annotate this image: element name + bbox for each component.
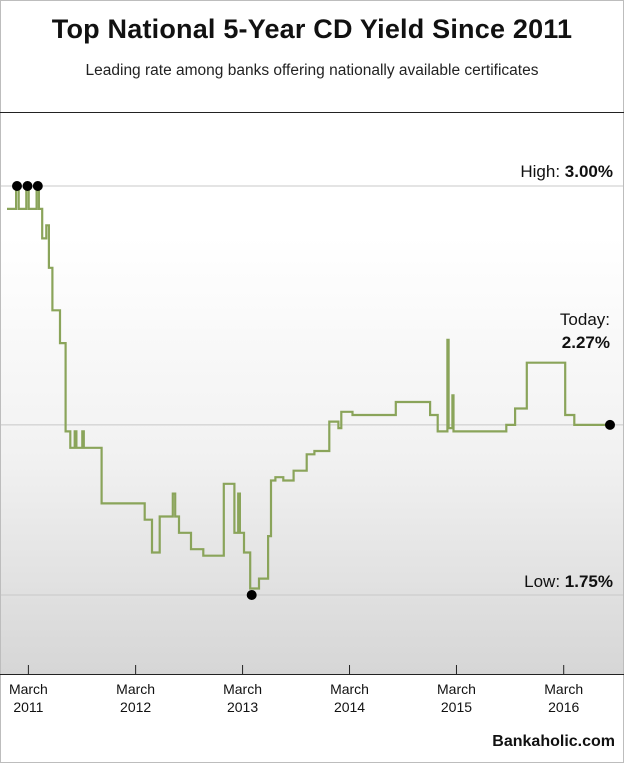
high-annotation: High: 3.00% bbox=[520, 162, 613, 182]
x-tick-year: 2014 bbox=[333, 699, 366, 715]
x-tick-label-4: March 2014 bbox=[315, 680, 385, 716]
markers bbox=[12, 181, 615, 600]
low-value: 1.75% bbox=[564, 572, 613, 591]
x-tick-label-3: March 2013 bbox=[208, 680, 278, 716]
chart-title: Top National 5-Year CD Yield Since 2011 bbox=[51, 14, 573, 44]
data-marker-2 bbox=[22, 181, 33, 191]
data-marker-5 bbox=[605, 419, 615, 430]
top-divider bbox=[0, 112, 624, 113]
gridlines bbox=[1, 185, 623, 596]
x-tick-year: 2012 bbox=[120, 699, 152, 715]
high-label: High: bbox=[520, 162, 561, 181]
source-credit: Bankaholic.com bbox=[492, 733, 615, 750]
today-label: Today: bbox=[559, 310, 610, 329]
x-tick-year: 2016 bbox=[548, 699, 580, 715]
plot-area bbox=[1, 113, 623, 674]
x-tick-label-6: March 2016 bbox=[529, 680, 599, 716]
x-tick-year: 2015 bbox=[440, 699, 473, 715]
x-tick-label-1: March 2011 bbox=[0, 680, 63, 716]
data-marker-4 bbox=[246, 590, 257, 600]
x-tick-year: 2011 bbox=[13, 699, 44, 715]
x-tick-month: March bbox=[437, 681, 476, 697]
low-annotation: Low: 1.75% bbox=[524, 572, 613, 592]
x-tick-label-2: March 2012 bbox=[101, 680, 171, 716]
today-value: 2.27% bbox=[561, 333, 610, 352]
data-marker-3 bbox=[32, 181, 43, 191]
x-tick-year: 2013 bbox=[226, 699, 259, 715]
x-tick-month: March bbox=[330, 681, 369, 697]
low-label: Low: bbox=[524, 572, 561, 591]
x-axis-ticks bbox=[27, 665, 565, 674]
x-tick-month: March bbox=[544, 681, 584, 697]
x-tick-month: March bbox=[223, 681, 263, 697]
high-value: 3.00% bbox=[564, 162, 613, 181]
bottom-divider bbox=[0, 674, 624, 675]
yield-series-line bbox=[7, 184, 610, 590]
x-tick-label-5: March 2015 bbox=[421, 680, 491, 716]
x-tick-month: March bbox=[116, 681, 156, 697]
x-tick-month: March bbox=[8, 681, 48, 697]
data-marker-1 bbox=[12, 181, 22, 191]
chart-subtitle: Leading rate among banks offering nation… bbox=[85, 62, 539, 79]
